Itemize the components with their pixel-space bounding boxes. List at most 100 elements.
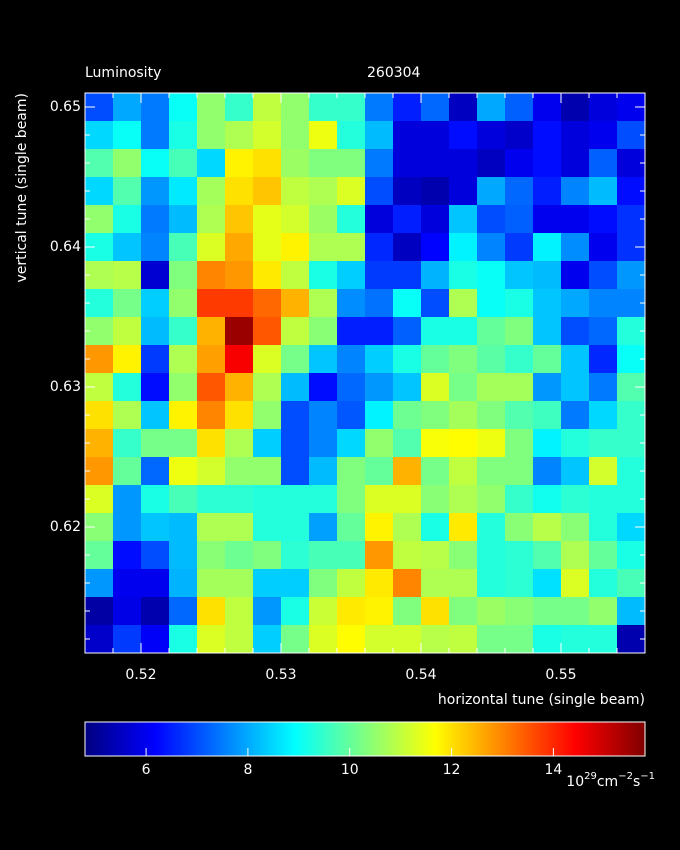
heat-cell: [449, 289, 478, 318]
heat-cell: [309, 317, 338, 346]
heat-cell: [113, 569, 142, 598]
heat-cell: [505, 205, 534, 234]
heat-cell: [561, 233, 590, 262]
heat-cell: [393, 93, 422, 122]
heat-cell: [421, 149, 450, 178]
heat-cell: [365, 485, 394, 514]
heat-cell: [393, 289, 422, 318]
heat-cell: [309, 289, 338, 318]
heat-cell: [141, 569, 170, 598]
heat-cell: [309, 569, 338, 598]
heat-cell: [589, 485, 618, 514]
heat-cell: [225, 513, 254, 542]
heat-cell: [533, 121, 562, 150]
heat-cell: [169, 149, 198, 178]
heat-cell: [589, 457, 618, 486]
heat-cell: [169, 457, 198, 486]
heat-cell: [365, 345, 394, 374]
heat-cell: [449, 569, 478, 598]
heat-cell: [449, 149, 478, 178]
heat-cell: [337, 373, 366, 402]
heat-cell: [169, 429, 198, 458]
heat-cell: [477, 569, 506, 598]
heat-cell: [365, 429, 394, 458]
heat-cell: [309, 205, 338, 234]
heat-cell: [169, 121, 198, 150]
heat-cell: [253, 597, 282, 626]
heat-cell: [281, 121, 310, 150]
heat-cell: [533, 457, 562, 486]
heat-cell: [365, 513, 394, 542]
heat-cell: [281, 177, 310, 206]
heat-cell: [505, 373, 534, 402]
heat-cell: [393, 149, 422, 178]
heat-cell: [141, 485, 170, 514]
heat-cell: [421, 457, 450, 486]
heat-cell: [533, 345, 562, 374]
heat-cell: [449, 541, 478, 570]
heat-cell: [141, 597, 170, 626]
heat-cell: [477, 401, 506, 430]
heat-cell: [365, 317, 394, 346]
heat-cell: [141, 261, 170, 290]
heat-cell: [561, 261, 590, 290]
heat-cell: [561, 177, 590, 206]
heat-cell: [225, 317, 254, 346]
heat-cell: [477, 121, 506, 150]
heat-cell: [393, 177, 422, 206]
heat-cell: [421, 289, 450, 318]
heat-cell: [225, 121, 254, 150]
heat-cell: [449, 373, 478, 402]
heat-cell: [281, 541, 310, 570]
heat-cell: [561, 373, 590, 402]
heat-cell: [533, 233, 562, 262]
heat-cell: [113, 401, 142, 430]
heat-cell: [365, 541, 394, 570]
heat-cell: [533, 149, 562, 178]
heat-cell: [505, 149, 534, 178]
heat-cell: [505, 317, 534, 346]
heat-cell: [449, 261, 478, 290]
heat-cell: [169, 373, 198, 402]
heat-cell: [113, 429, 142, 458]
heat-cell: [141, 233, 170, 262]
heat-cell: [253, 345, 282, 374]
heat-cell: [337, 289, 366, 318]
heat-cell: [365, 625, 394, 654]
heat-cell: [169, 401, 198, 430]
heat-cell: [169, 93, 198, 122]
heat-cell: [477, 597, 506, 626]
heat-cell: [253, 485, 282, 514]
heat-cell: [281, 457, 310, 486]
heat-cell: [533, 485, 562, 514]
heat-cell: [113, 485, 142, 514]
heat-cell: [533, 625, 562, 654]
heat-cell: [533, 513, 562, 542]
heat-cell: [393, 597, 422, 626]
heat-cell: [533, 177, 562, 206]
heat-cell: [421, 485, 450, 514]
heat-cell: [281, 289, 310, 318]
heat-cell: [477, 289, 506, 318]
heat-cell: [197, 317, 226, 346]
heat-cell: [533, 205, 562, 234]
heat-cell: [225, 401, 254, 430]
heat-cell: [505, 345, 534, 374]
heat-cell: [141, 373, 170, 402]
heat-cell: [225, 373, 254, 402]
unit-base: 10: [566, 774, 584, 790]
heat-cell: [141, 345, 170, 374]
heat-cell: [197, 177, 226, 206]
heat-cell: [197, 429, 226, 458]
heat-cell: [477, 373, 506, 402]
y-tick-label: 0.62: [50, 519, 81, 535]
heat-cell: [505, 513, 534, 542]
heat-cell: [281, 205, 310, 234]
heat-cell: [561, 149, 590, 178]
heat-cell: [197, 205, 226, 234]
heat-cell: [113, 177, 142, 206]
heat-cell: [365, 233, 394, 262]
heat-cell: [281, 93, 310, 122]
heat-cell: [281, 233, 310, 262]
heat-cell: [449, 401, 478, 430]
